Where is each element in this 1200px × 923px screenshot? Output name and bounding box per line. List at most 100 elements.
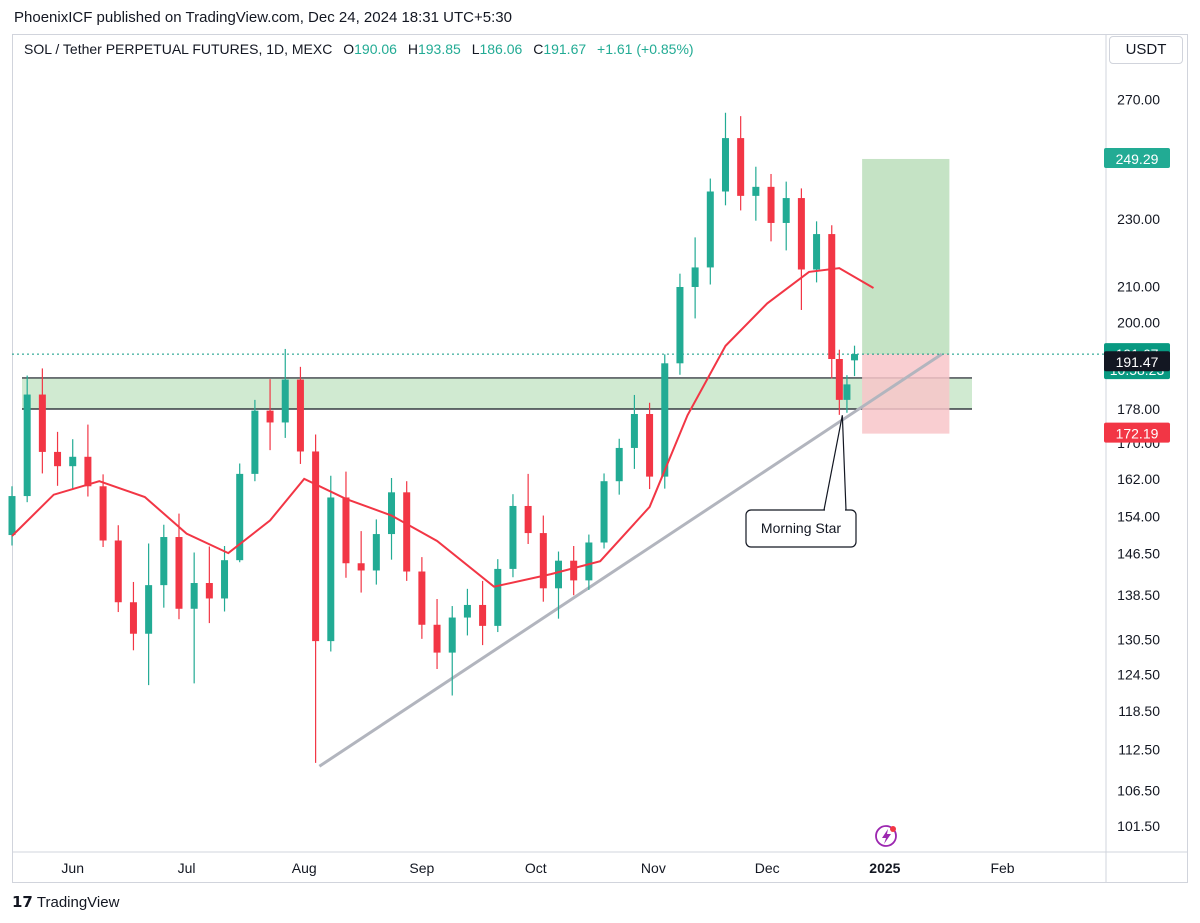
candle-body	[691, 267, 699, 287]
candle-body	[479, 604, 487, 626]
time-tick-label: Feb	[990, 860, 1014, 876]
candle	[539, 515, 547, 602]
candle-body	[388, 492, 396, 535]
annotation-box	[745, 509, 857, 548]
candle-body	[129, 602, 137, 634]
candle-body	[630, 414, 638, 448]
candle-body	[266, 410, 274, 423]
candle-body	[706, 191, 714, 268]
publish-header: PhoenixICF published on TradingView.com,…	[0, 0, 1200, 34]
candle	[312, 434, 320, 763]
candle-body	[8, 496, 16, 536]
time-tick-label: Jun	[61, 860, 84, 876]
price-tick-label: 112.50	[1118, 742, 1160, 758]
candle-body	[782, 198, 790, 223]
candle	[403, 481, 411, 581]
candle-body	[281, 379, 289, 423]
target-price-label-bg	[1104, 147, 1170, 168]
candle-body	[205, 583, 213, 599]
candle	[281, 348, 289, 438]
lightning-icon-dot	[890, 826, 896, 832]
crosshair-price-label-bg	[1104, 351, 1170, 372]
candle	[630, 394, 638, 469]
candle-body	[38, 394, 46, 452]
time-tick-label: Aug	[292, 860, 317, 876]
price-tick-label: 200.00	[1117, 314, 1160, 330]
stop-price-label-bg	[1104, 422, 1170, 443]
candle	[327, 475, 335, 652]
candles	[8, 112, 859, 763]
time-tick-label: Jul	[178, 860, 196, 876]
price-tick-label: 230.00	[1117, 211, 1160, 227]
time-tick-label: Dec	[755, 860, 780, 876]
long-position-profit-zone	[862, 158, 950, 355]
candle	[266, 379, 274, 451]
stop-price-label: 172.19	[1104, 422, 1170, 443]
candle-body	[797, 198, 805, 270]
candle-body	[433, 624, 441, 653]
candle-body	[509, 505, 517, 569]
currency-button[interactable]: USDT	[1109, 36, 1183, 64]
symbol-title[interactable]: SOL / Tether PERPETUAL FUTURES, 1D, MEXC	[24, 41, 333, 57]
price-tick-label: 138.50	[1117, 587, 1160, 603]
target-price-label: 249.29	[1104, 147, 1170, 168]
candle	[570, 545, 578, 596]
candle-body	[555, 560, 562, 589]
price-tick-label: 146.50	[1117, 546, 1160, 562]
high-label: H	[407, 41, 418, 57]
candle	[388, 477, 396, 560]
price-tick-label: 178.00	[1117, 401, 1160, 417]
candle	[433, 599, 441, 669]
candle	[585, 534, 593, 590]
time-tick-label: 2025	[869, 860, 900, 876]
candle	[813, 221, 821, 283]
candle	[251, 399, 259, 482]
candle	[145, 543, 153, 686]
candle	[509, 494, 517, 578]
candle	[721, 112, 729, 206]
candle-body	[752, 186, 760, 196]
candle-body	[615, 447, 623, 482]
candle-body	[418, 571, 426, 625]
ascending-trendline	[318, 352, 943, 768]
candle	[99, 474, 107, 548]
high-value: 193.85	[417, 41, 461, 57]
candle-body	[312, 451, 320, 642]
candle	[8, 486, 16, 546]
candle-body	[372, 534, 380, 571]
chart-frame[interactable]	[12, 34, 1188, 883]
candle	[646, 402, 654, 490]
candle-body	[403, 492, 411, 572]
candle-body	[843, 384, 851, 400]
price-tick-label: 154.00	[1117, 508, 1160, 524]
price-tick-label: 270.00	[1117, 92, 1160, 108]
candle-body	[357, 563, 365, 571]
candle	[600, 473, 608, 549]
brand-name: TradingView	[36, 894, 120, 911]
candle	[737, 116, 745, 211]
price-tick-label: 130.50	[1117, 631, 1160, 647]
price-tick-label: 162.00	[1117, 471, 1160, 487]
publisher-text: PhoenixICF published on TradingView.com,…	[14, 9, 512, 26]
candle	[190, 552, 198, 684]
candle	[615, 438, 623, 495]
candle	[828, 225, 836, 379]
candle	[463, 588, 471, 636]
candle	[448, 606, 456, 696]
candle-body	[585, 542, 593, 581]
candle	[782, 181, 790, 251]
candle-body	[721, 138, 729, 192]
candle	[479, 580, 487, 646]
price-tick-label: 101.50	[1117, 818, 1160, 834]
close-value: 191.67	[543, 41, 587, 57]
time-tick-label: Sep	[409, 860, 434, 876]
candle-body	[99, 486, 107, 541]
candle-body	[828, 234, 836, 360]
candle-body	[600, 481, 608, 543]
candle-body	[251, 410, 259, 474]
footer-brand: 𝟭𝟳 TradingView	[12, 893, 119, 911]
candle-body	[160, 537, 168, 586]
close-label: C	[533, 41, 544, 57]
candle	[676, 273, 684, 375]
